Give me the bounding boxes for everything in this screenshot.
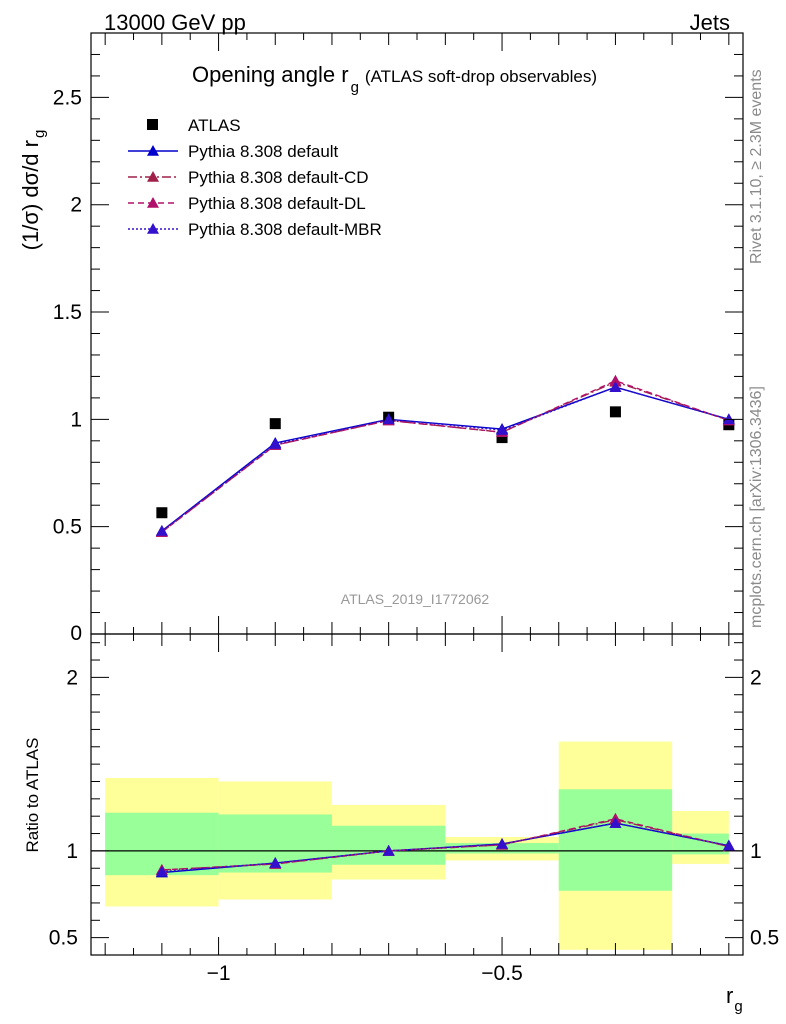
mc-point: [269, 438, 282, 449]
y-tick-label-main-zero: 0: [70, 622, 82, 645]
side-mcplots: mcplots.cern.ch [arXiv:1306.3436]: [748, 386, 765, 628]
mc-point: [609, 374, 622, 386]
legend-marker: [147, 197, 159, 208]
y-tick-label-main: 0.5: [53, 516, 82, 539]
mc-point: [609, 381, 622, 392]
legend-label: Pythia 8.308 default-DL: [188, 194, 366, 213]
svg-text:(1/σ) dσ/d rg: (1/σ) dσ/d r g: [18, 130, 48, 251]
main-ylabel: (1/σ) dσ/d r g: [18, 130, 48, 251]
main-series-line: [161, 381, 730, 533]
legend-marker-data: [147, 119, 158, 130]
data-point: [156, 507, 168, 519]
legend-label: Pythia 8.308 default-MBR: [188, 220, 382, 239]
y-tick-label-main: 2: [70, 194, 82, 217]
side-mcplots-text: mcplots.cern.ch [arXiv:1306.3436]: [748, 386, 765, 628]
side-rivet-text: Rivet 3.1.10, ≥ 2.3M events: [748, 69, 765, 264]
mc-point: [496, 424, 509, 435]
mc-point: [155, 524, 168, 536]
x-axis-label: rg: [726, 983, 743, 1015]
ratio-series-marker: [269, 857, 282, 868]
y-tick-label-main: 1: [70, 408, 82, 431]
main-lines: [161, 379, 730, 533]
x-tick-label: −1: [207, 962, 231, 985]
main-title-suffix: (ATLAS soft-drop observables): [365, 67, 597, 86]
main-ylabel-text: (1/σ) dσ/d r: [18, 140, 43, 250]
data-point: [496, 432, 508, 444]
y-tick-label-main: 2.5: [53, 86, 82, 109]
main-series-line: [161, 379, 730, 533]
main-series-line: [161, 386, 730, 532]
legend-label: Pythia 8.308 default-CD: [188, 168, 369, 187]
legend-marker: [147, 145, 159, 156]
ratio-band-green: [558, 789, 673, 891]
y-tick-label-ratio-right: 2: [750, 666, 762, 689]
ratio-ylabel-text: Ratio to ATLAS: [23, 738, 42, 853]
legend-marker: [147, 171, 159, 182]
ratio-series-marker: [722, 839, 735, 851]
y-tick-label-ratio: 2: [66, 666, 78, 689]
mc-point: [722, 413, 735, 425]
main-series-line: [161, 386, 730, 532]
main-title-sub: g: [351, 79, 359, 96]
main-ylabel-sub: g: [31, 130, 48, 138]
x-axis-label-text: r: [726, 983, 733, 1008]
data-point: [269, 418, 281, 430]
svg-text:rg: rg: [726, 983, 743, 1015]
y-tick-label-ratio: 0.5: [49, 927, 78, 950]
mc-point: [382, 413, 395, 425]
ratio-series-marker: [609, 817, 622, 828]
main-title-text: Opening angle r: [192, 62, 349, 87]
legend-label: ATLAS: [188, 116, 241, 135]
x-axis-label-sub: g: [734, 998, 742, 1015]
ratio-series-marker: [155, 865, 168, 877]
ratio-series-marker: [496, 837, 509, 849]
ratio-ylabel: Ratio to ATLAS: [23, 738, 42, 853]
y-tick-label-ratio-right: 0.5: [750, 927, 779, 950]
y-tick-label-main: 1.5: [53, 301, 82, 324]
ratio-lines: [155, 812, 735, 878]
legend: ATLAS Pythia 8.308 default Pythia 8.308 de…: [128, 116, 382, 239]
legend-marker: [147, 223, 159, 234]
main-points: [155, 374, 735, 537]
x-tick-label: −0.5: [481, 962, 522, 985]
ratio-series-line: [161, 822, 729, 873]
analysis-label: ATLAS_2019_I1772062: [341, 591, 490, 607]
header-left: 13000 GeV pp: [104, 10, 246, 35]
ticks: −1 −0.5 0.5 1 1.5 2 2.5 0 0.5 0.5 1 1 2 2: [49, 32, 779, 985]
data-point: [609, 406, 621, 418]
main-title: Opening angle rg (ATLAS soft-drop observa…: [192, 62, 597, 96]
svg-text:Opening angle rg(ATLAS soft-dr: Opening angle rg (ATLAS soft-drop observa…: [192, 62, 597, 96]
ratio-bands: [91, 741, 743, 950]
header-right: Jets: [690, 10, 730, 35]
y-tick-label-ratio: 1: [66, 840, 78, 863]
legend-label: Pythia 8.308 default: [188, 142, 339, 161]
y-tick-label-ratio-right: 1: [750, 840, 762, 863]
side-rivet: Rivet 3.1.10, ≥ 2.3M events: [748, 69, 765, 264]
ratio-series-marker: [382, 844, 395, 856]
ratio-band-green: [672, 833, 729, 855]
